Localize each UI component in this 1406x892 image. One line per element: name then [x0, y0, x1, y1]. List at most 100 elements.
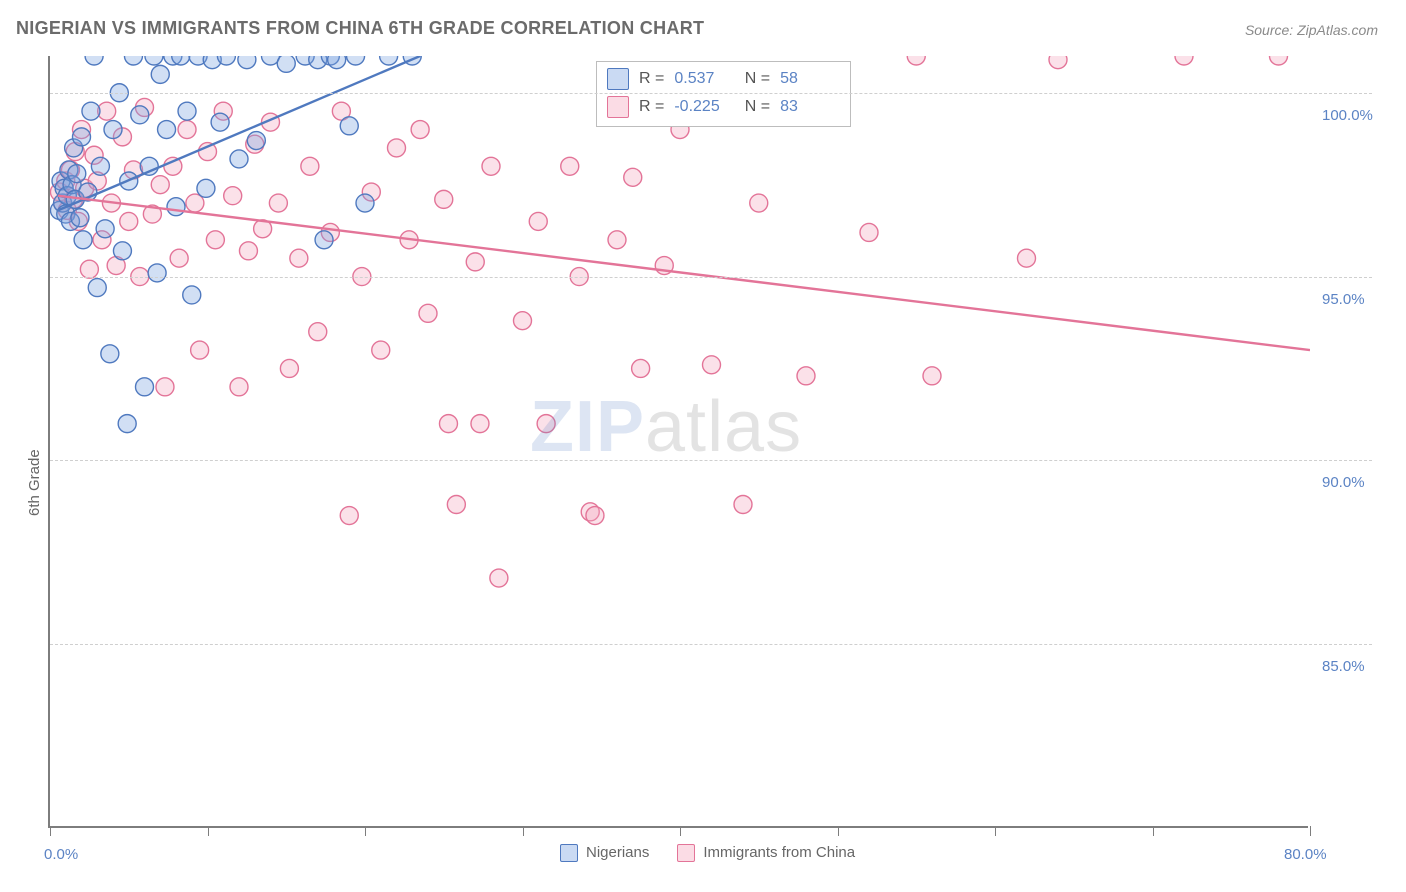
china-point — [447, 495, 465, 513]
nigerians-point — [136, 378, 154, 396]
china-point — [439, 415, 457, 433]
stats-r-label: R = — [639, 98, 664, 116]
xtick — [208, 826, 209, 836]
nigerians-point — [347, 56, 365, 65]
legend-item-china: Immigrants from China — [677, 844, 855, 862]
china-point — [466, 253, 484, 271]
china-point — [514, 312, 532, 330]
china-point — [624, 168, 642, 186]
stats-n-value: 58 — [780, 70, 836, 88]
china-point — [490, 569, 508, 587]
nigerians-point — [113, 242, 131, 260]
china-point — [1018, 249, 1036, 267]
china-point — [907, 56, 925, 65]
china-point — [1049, 56, 1067, 69]
nigerians-point — [71, 209, 89, 227]
china-point — [537, 415, 555, 433]
china-point — [269, 194, 287, 212]
nigerians-point — [96, 220, 114, 238]
stats-swatch-icon — [607, 96, 629, 118]
xtick — [523, 826, 524, 836]
xtick — [1153, 826, 1154, 836]
nigerians-point — [211, 113, 229, 131]
china-point — [923, 367, 941, 385]
china-point — [561, 157, 579, 175]
nigerians-point — [230, 150, 248, 168]
china-point — [80, 260, 98, 278]
xtick — [50, 826, 51, 836]
china-point — [340, 507, 358, 525]
china-point — [797, 367, 815, 385]
china-point — [120, 212, 138, 230]
nigerians-point — [73, 128, 91, 146]
xtick-label: 80.0% — [1284, 846, 1327, 863]
stats-n-label: N = — [740, 70, 770, 88]
gridline — [50, 93, 1372, 94]
gridline — [50, 277, 1372, 278]
nigerians-point — [124, 56, 142, 65]
nigerians-point — [356, 194, 374, 212]
nigerians-point — [91, 157, 109, 175]
china-point — [199, 143, 217, 161]
china-point — [309, 323, 327, 341]
xtick — [680, 826, 681, 836]
china-point — [230, 378, 248, 396]
stats-box: R = 0.537 N = 58 R = -0.225 N = 83 — [596, 61, 851, 127]
plot-area: ZIPatlas R =0.537 N =58R =-0.225 N =83 N… — [48, 56, 1308, 828]
stats-n-label: N = — [740, 98, 770, 116]
legend-item-nigerians: Nigerians — [560, 844, 649, 862]
china-point — [632, 359, 650, 377]
china-point — [529, 212, 547, 230]
china-point — [372, 341, 390, 359]
nigerians-point — [104, 121, 122, 139]
nigerians-point — [148, 264, 166, 282]
nigerians-point — [380, 56, 398, 65]
ytick-label: 95.0% — [1322, 291, 1365, 308]
china-point — [482, 157, 500, 175]
nigerians-point — [151, 65, 169, 83]
stats-r-value: -0.225 — [674, 98, 730, 116]
china-point — [206, 231, 224, 249]
ytick-label: 100.0% — [1322, 107, 1373, 124]
china-point — [860, 223, 878, 241]
china-point — [239, 242, 257, 260]
china-point — [290, 249, 308, 267]
nigerians-point — [247, 132, 265, 150]
nigerians-point — [131, 106, 149, 124]
nigerians-point — [74, 231, 92, 249]
nigerians-point — [145, 56, 163, 65]
china-point — [191, 341, 209, 359]
china-point — [151, 176, 169, 194]
china-point — [435, 190, 453, 208]
stats-r-label: R = — [639, 70, 664, 88]
china-point — [156, 378, 174, 396]
xtick — [995, 826, 996, 836]
chart-svg — [50, 56, 1310, 828]
legend-label: Immigrants from China — [703, 844, 855, 861]
nigerians-point — [118, 415, 136, 433]
china-regression-line — [58, 196, 1310, 350]
page-title: NIGERIAN VS IMMIGRANTS FROM CHINA 6TH GR… — [16, 18, 704, 39]
china-point — [388, 139, 406, 157]
legend-swatch-icon — [677, 844, 695, 862]
gridline — [50, 644, 1372, 645]
china-point — [178, 121, 196, 139]
nigerians-point — [328, 56, 346, 69]
stats-n-value: 83 — [780, 98, 836, 116]
stats-r-value: 0.537 — [674, 70, 730, 88]
nigerians-point — [238, 56, 256, 69]
china-point — [280, 359, 298, 377]
nigerians-point — [277, 56, 295, 72]
xtick-label: 0.0% — [44, 846, 78, 863]
stats-row-china: R = -0.225 N = 83 — [607, 96, 836, 118]
nigerians-point — [88, 279, 106, 297]
china-point — [734, 495, 752, 513]
china-point — [471, 415, 489, 433]
china-point — [608, 231, 626, 249]
nigerians-point — [183, 286, 201, 304]
stats-row-nigerians: R = 0.537 N = 58 — [607, 68, 836, 90]
nigerians-point — [68, 165, 86, 183]
china-point — [411, 121, 429, 139]
ytick-label: 85.0% — [1322, 658, 1365, 675]
legend-swatch-icon — [560, 844, 578, 862]
